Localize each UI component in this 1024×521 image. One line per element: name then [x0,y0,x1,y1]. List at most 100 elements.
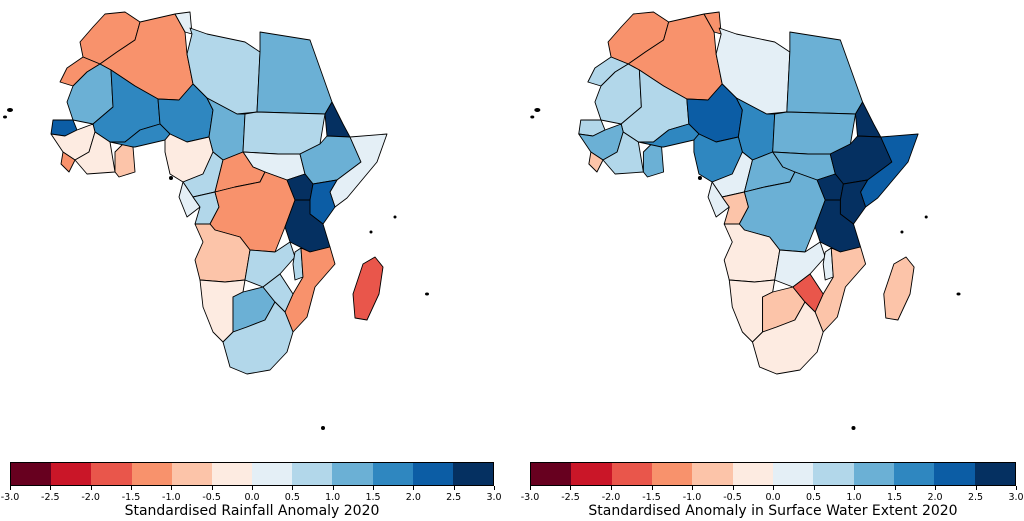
colorbar-tick [50,486,52,490]
colorbar-bin [531,463,572,485]
colorbar-tick [813,486,815,490]
colorbar-bin [412,463,453,485]
colorbar-tick-label: 0.0 [765,492,781,503]
colorbar-tick-label: -1.5 [642,492,661,503]
colorbar-bin [853,463,894,485]
island-marker [321,426,325,430]
country-zimbabwe [262,273,294,313]
island-marker [900,230,904,234]
colorbar-tick-label: -0.5 [723,492,742,503]
colorbar-tick-label: -0.5 [202,492,221,503]
country-zambia [774,241,826,288]
colorbar-tick [853,486,855,490]
countries-layer [3,11,429,430]
colorbar-tick [610,486,612,490]
colorbar-tick [10,486,11,490]
colorbar-tick-label: 2.0 [405,492,421,503]
colorbar-bin [611,463,652,485]
country-ghana [114,141,136,178]
colorbar-tick-label: 0.5 [805,492,822,503]
country-sierra-leone [588,151,604,173]
colorbar-bin [11,463,52,485]
colorbar-tick-label: -2.0 [601,492,621,503]
colorbar-tick [413,486,415,490]
country-malawi [822,247,834,281]
country-zambia [244,241,296,288]
colorbar-bin [732,463,773,485]
colorbar-tick-label: 2.0 [927,492,943,503]
colorbar-tick-label: -2.5 [561,492,580,503]
colorbar-bin [893,463,935,485]
colorbar-bin [974,463,1015,485]
colorbar-tick [171,486,173,490]
colorbar-bin [813,463,854,485]
rainfall-anomaly-panel: -3.0 -2.5 -2.0 -1.5 -1.0 -0.5 0.0 0.5 1.0 1.5 2.0 2… [1,11,502,519]
colorbar-tick-label: -3.0 [520,492,540,503]
colorbar-tick-label: 0.0 [244,492,260,503]
colorbar-bin [332,463,373,485]
colorbar-tick-label: -1.5 [121,492,141,503]
island-marker [534,108,541,112]
colorbar-bin [91,463,132,485]
island-marker [369,230,373,234]
colorbar-tick-label: 1.0 [846,492,862,503]
rainfall-colorbar: -3.0 -2.5 -2.0 -1.5 -1.0 -0.5 0.0 0.5 1.0 1.5 2.0 2… [1,462,502,503]
colorbar-tick [1016,486,1017,490]
colorbar-tick-label: 1.5 [365,492,381,503]
country-eritrea [324,101,351,138]
countries-layer [530,11,961,430]
colorbar-bin [651,463,693,485]
country-sierra-leone [60,151,76,173]
colorbar-tick [691,486,693,490]
colorbar-tick-label: 1.5 [886,492,903,503]
colorbar-tick [732,486,734,490]
island-marker [697,176,702,180]
colorbar-tick-label: -2.5 [41,492,60,503]
island-marker [169,176,173,180]
country-malawi [292,247,304,281]
country-zimbabwe [792,273,824,313]
colorbar-tick [211,486,213,490]
colorbar-tick-label: -1.0 [682,492,702,503]
surface-water-colorbar-title: Standardised Anomaly in Surface Water Ex… [588,503,958,519]
country-madagascar [352,256,384,321]
colorbar-bin [51,463,92,485]
colorbar-bin [211,463,253,485]
colorbar-tick [453,486,455,490]
colorbar-tick [975,486,977,490]
colorbar-bin [692,463,733,485]
colorbar-tick [131,486,132,490]
colorbar-tick [530,486,531,490]
country-eritrea [855,101,882,138]
colorbar-tick [935,486,936,490]
country-south-africa [222,301,294,375]
colorbar-tick [373,486,374,490]
colorbar-tick [894,486,896,490]
colorbar-tick-label: 2.5 [967,492,984,503]
country-gabon [178,181,201,218]
colorbar-bin [292,463,333,485]
rainfall-colorbar-title: Standardised Rainfall Anomaly 2020 [124,503,380,519]
island-marker [530,115,535,119]
country-madagascar [883,256,915,321]
colorbar-tick [90,486,92,490]
surface-water-anomaly-map [530,11,961,430]
colorbar-tick [252,486,253,490]
country-ghana [642,141,665,178]
colorbar-tick [773,486,774,490]
country-egypt [256,31,333,115]
rainfall-anomaly-map [3,11,429,430]
island-marker [3,115,7,119]
island-marker [425,292,429,296]
country-south-africa [752,301,824,375]
island-marker [851,426,856,430]
colorbar-tick-label: 0.5 [284,492,300,503]
colorbar-tick-label: 1.0 [325,492,341,503]
colorbar-tick [651,486,653,490]
surface-water-anomaly-panel: -3.0 -2.5 -2.0 -1.5 -1.0 -0.5 0.0 0.5 1.0 1.5 2.0 2… [512,0,1024,521]
colorbar-bin [131,463,172,485]
country-egypt [786,31,864,115]
colorbar-bin [171,463,212,485]
colorbar-bin [452,463,494,485]
island-marker [956,292,961,296]
